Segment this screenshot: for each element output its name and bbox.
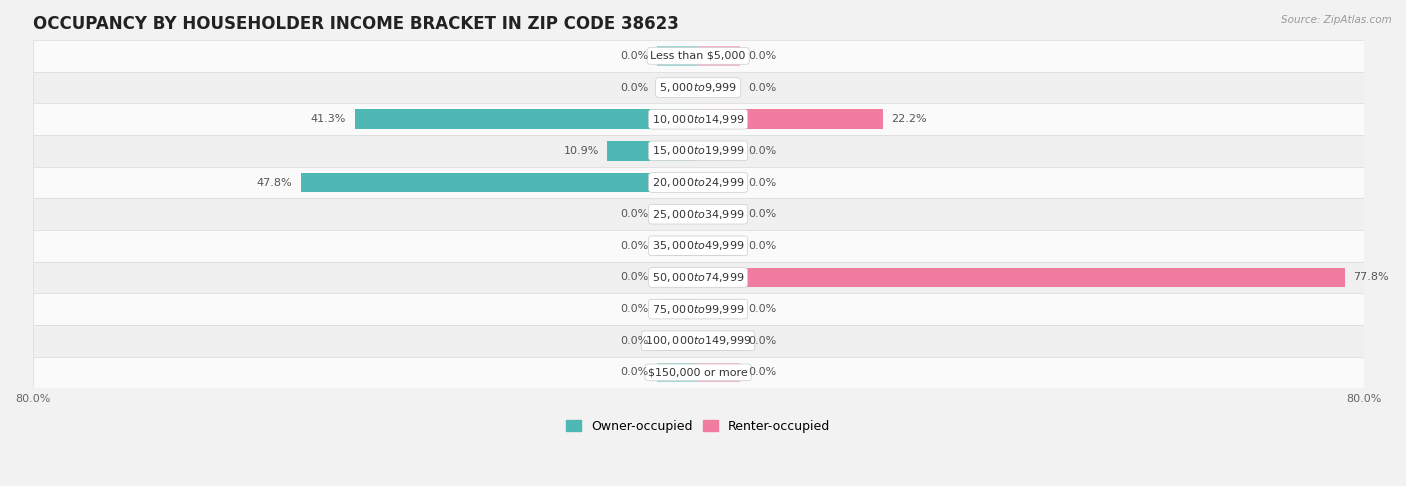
Bar — [699, 363, 740, 382]
Bar — [657, 78, 699, 97]
Bar — [657, 46, 699, 66]
Bar — [699, 299, 740, 319]
Bar — [32, 293, 1364, 325]
Text: 47.8%: 47.8% — [256, 177, 292, 188]
Text: 77.8%: 77.8% — [1354, 273, 1389, 282]
Text: 0.0%: 0.0% — [620, 336, 648, 346]
Bar — [699, 141, 740, 161]
Text: $20,000 to $24,999: $20,000 to $24,999 — [652, 176, 744, 189]
Text: 0.0%: 0.0% — [748, 177, 776, 188]
Text: 0.0%: 0.0% — [748, 146, 776, 156]
Text: $5,000 to $9,999: $5,000 to $9,999 — [659, 81, 737, 94]
Bar — [32, 198, 1364, 230]
Text: $15,000 to $19,999: $15,000 to $19,999 — [652, 144, 744, 157]
Bar — [607, 141, 699, 161]
Text: $75,000 to $99,999: $75,000 to $99,999 — [652, 303, 744, 315]
Text: 22.2%: 22.2% — [891, 114, 927, 124]
Bar — [699, 236, 740, 256]
Text: $100,000 to $149,999: $100,000 to $149,999 — [645, 334, 751, 347]
Bar — [301, 173, 699, 192]
Bar — [699, 173, 740, 192]
Text: $35,000 to $49,999: $35,000 to $49,999 — [652, 239, 744, 252]
Text: $10,000 to $14,999: $10,000 to $14,999 — [652, 113, 744, 126]
Text: Less than $5,000: Less than $5,000 — [651, 51, 745, 61]
Text: 0.0%: 0.0% — [748, 241, 776, 251]
Bar — [657, 204, 699, 224]
Bar — [657, 268, 699, 287]
Bar — [657, 363, 699, 382]
Text: Source: ZipAtlas.com: Source: ZipAtlas.com — [1281, 15, 1392, 25]
Bar — [699, 268, 1346, 287]
Text: 0.0%: 0.0% — [620, 304, 648, 314]
Bar — [699, 204, 740, 224]
Bar — [354, 109, 699, 129]
Text: $50,000 to $74,999: $50,000 to $74,999 — [652, 271, 744, 284]
Bar — [699, 78, 740, 97]
Bar — [32, 261, 1364, 293]
Text: 0.0%: 0.0% — [748, 51, 776, 61]
Text: 10.9%: 10.9% — [564, 146, 599, 156]
Text: 0.0%: 0.0% — [620, 209, 648, 219]
Bar — [699, 331, 740, 350]
Text: 0.0%: 0.0% — [620, 241, 648, 251]
Bar — [32, 167, 1364, 198]
Text: 0.0%: 0.0% — [748, 83, 776, 92]
Text: 0.0%: 0.0% — [748, 209, 776, 219]
Text: $25,000 to $34,999: $25,000 to $34,999 — [652, 208, 744, 221]
Bar — [32, 72, 1364, 104]
Bar — [32, 135, 1364, 167]
Text: OCCUPANCY BY HOUSEHOLDER INCOME BRACKET IN ZIP CODE 38623: OCCUPANCY BY HOUSEHOLDER INCOME BRACKET … — [32, 15, 679, 33]
Bar — [699, 46, 740, 66]
Bar — [32, 40, 1364, 72]
Text: 0.0%: 0.0% — [620, 83, 648, 92]
Text: 0.0%: 0.0% — [748, 367, 776, 378]
Text: 0.0%: 0.0% — [748, 304, 776, 314]
Text: 0.0%: 0.0% — [620, 273, 648, 282]
Text: 0.0%: 0.0% — [620, 51, 648, 61]
Text: 0.0%: 0.0% — [748, 336, 776, 346]
Bar — [657, 331, 699, 350]
Text: 0.0%: 0.0% — [620, 367, 648, 378]
Bar — [32, 104, 1364, 135]
Bar — [699, 109, 883, 129]
Bar — [32, 230, 1364, 261]
Legend: Owner-occupied, Renter-occupied: Owner-occupied, Renter-occupied — [561, 415, 835, 438]
Bar — [32, 325, 1364, 357]
Bar — [657, 236, 699, 256]
Bar — [32, 357, 1364, 388]
Text: $150,000 or more: $150,000 or more — [648, 367, 748, 378]
Bar — [657, 299, 699, 319]
Text: 41.3%: 41.3% — [311, 114, 346, 124]
